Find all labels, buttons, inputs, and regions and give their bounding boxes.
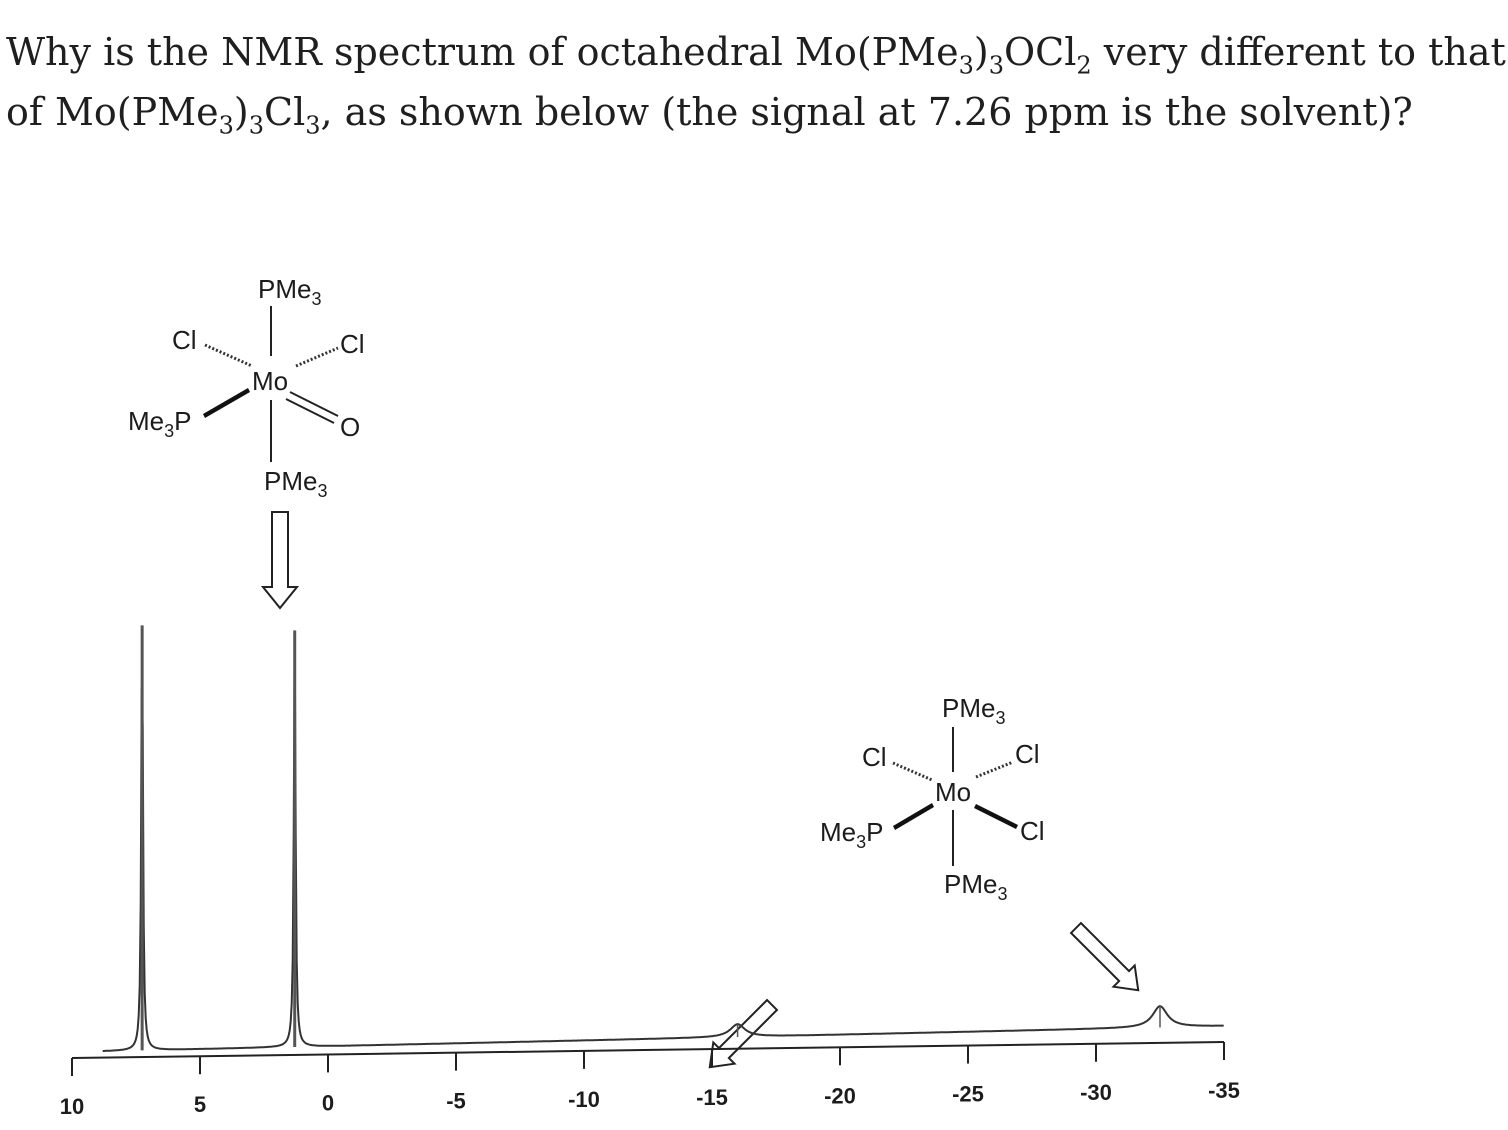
cl-right-label: Cl	[340, 329, 365, 359]
question-line-2-part-d: , as shown below (the signal at 7.26 ppm…	[320, 90, 1413, 134]
subscript: 3	[248, 111, 264, 140]
x-tick-label: -35	[1208, 1078, 1240, 1103]
structure-oxo-complex: PMe3 Cl Cl Mo Me3P O PMe3	[128, 274, 365, 501]
wedge-bond-p-left	[893, 803, 934, 830]
me3p-left-label: Me3P	[128, 406, 191, 441]
x-tick-label: 10	[60, 1094, 84, 1119]
bottom-pme3-label: PMe3	[944, 869, 1007, 904]
spectrum-trace	[102, 625, 1224, 1052]
cl-right-label: Cl	[1015, 739, 1040, 769]
question-line-1-part-b: )	[973, 30, 989, 74]
x-tick-label: -20	[824, 1083, 856, 1108]
oxo-label: O	[340, 412, 360, 442]
question-line-2-part-a: of Mo(PMe	[6, 90, 219, 134]
wedge-bond-p-left	[203, 388, 250, 418]
mo-center-label: Mo	[935, 777, 971, 807]
x-tick-label: -30	[1080, 1080, 1112, 1105]
mo-center-label: Mo	[252, 366, 288, 396]
wedge-bond-cl-lower-right	[974, 804, 1018, 829]
me3p-left-label: Me3P	[820, 817, 883, 852]
x-axis-line	[71, 1041, 1225, 1059]
x-tick-label: 5	[194, 1092, 206, 1117]
top-pme3-label: PMe3	[942, 693, 1005, 728]
question-line-2-part-b: )	[233, 90, 249, 134]
cl-lower-right-label: Cl	[1020, 816, 1045, 846]
arrow-to-peak-minus-32-icon	[1069, 921, 1140, 992]
double-bond-mo-o-2	[285, 398, 335, 424]
top-pme3-label: PMe3	[258, 274, 321, 309]
down-arrow-icon	[260, 511, 300, 610]
hashed-bond-cl-right	[975, 760, 1014, 779]
subscript: 3	[958, 51, 974, 80]
question-line-1-part-d: very different to that	[1091, 30, 1506, 74]
question-line-1: Why is the NMR spectrum of octahedral Mo…	[6, 22, 1506, 82]
double-bond-mo-o-1	[289, 391, 339, 417]
question-line-1-part-c: OCl	[1004, 30, 1077, 74]
hashed-bond-cl-left	[204, 343, 253, 368]
subscript: 3	[218, 111, 234, 140]
x-tick-label: -25	[952, 1082, 984, 1107]
x-axis: 10 5 0 -5 -10 -15 -20 -25 -30 -35	[60, 1041, 1240, 1119]
hashed-bond-cl-right	[295, 346, 339, 368]
x-tick-label: -15	[696, 1085, 728, 1110]
x-tick-label: -10	[568, 1087, 600, 1112]
spectrum-line	[102, 630, 1224, 1052]
subscript: 3	[988, 51, 1005, 80]
bottom-pme3-label: PMe3	[264, 466, 327, 501]
question-text: Why is the NMR spectrum of octahedral Mo…	[6, 22, 1506, 142]
x-tick-label: -5	[446, 1089, 466, 1114]
cl-left-label: Cl	[862, 742, 887, 772]
question-line-2-part-c: Cl	[264, 90, 306, 134]
subscript: 2	[1076, 51, 1092, 80]
structure-trichloride-complex: PMe3 Cl Cl Mo Me3P Cl PMe3	[820, 693, 1045, 904]
hashed-bond-cl-left	[892, 761, 933, 782]
question-line-1-part-a: Why is the NMR spectrum of octahedral Mo…	[6, 30, 959, 74]
subscript: 3	[305, 111, 321, 140]
x-tick-label: 0	[322, 1090, 334, 1115]
cl-left-label: Cl	[172, 325, 197, 355]
question-line-2: of Mo(PMe3)3Cl3, as shown below (the sig…	[6, 82, 1486, 142]
